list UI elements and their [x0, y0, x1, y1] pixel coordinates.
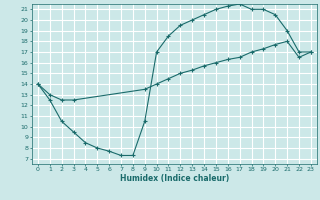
X-axis label: Humidex (Indice chaleur): Humidex (Indice chaleur)	[120, 174, 229, 183]
